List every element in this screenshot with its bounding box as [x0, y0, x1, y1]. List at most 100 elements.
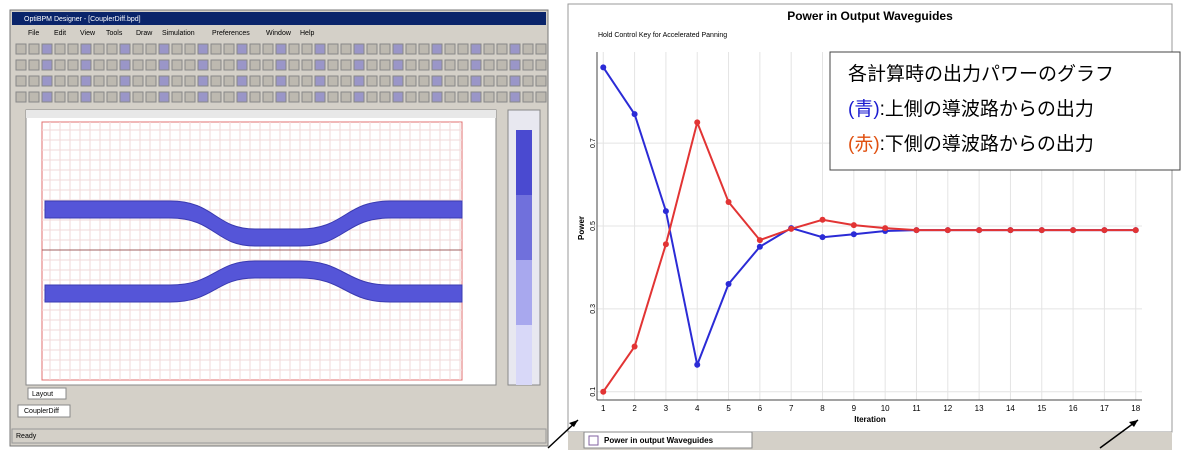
- tool-button[interactable]: [250, 92, 260, 102]
- tool-button[interactable]: [211, 76, 221, 86]
- tool-button[interactable]: [484, 60, 494, 70]
- tool-button[interactable]: [250, 76, 260, 86]
- tool-button[interactable]: [328, 60, 338, 70]
- tool-button[interactable]: [328, 76, 338, 86]
- tool-button[interactable]: [94, 92, 104, 102]
- tool-button[interactable]: [458, 44, 468, 54]
- tool-button[interactable]: [380, 92, 390, 102]
- tool-button[interactable]: [107, 44, 117, 54]
- tool-button[interactable]: [16, 60, 26, 70]
- tool-button[interactable]: [523, 92, 533, 102]
- tool-button[interactable]: [445, 60, 455, 70]
- tool-button[interactable]: [276, 76, 286, 86]
- tool-button[interactable]: [497, 44, 507, 54]
- tool-button[interactable]: [523, 60, 533, 70]
- tool-button[interactable]: [16, 92, 26, 102]
- tool-button[interactable]: [29, 44, 39, 54]
- tool-button[interactable]: [55, 76, 65, 86]
- tool-button[interactable]: [302, 44, 312, 54]
- tool-button[interactable]: [484, 44, 494, 54]
- tool-button[interactable]: [341, 76, 351, 86]
- tool-button[interactable]: [328, 44, 338, 54]
- tool-button[interactable]: [107, 76, 117, 86]
- tool-button[interactable]: [497, 92, 507, 102]
- tool-button[interactable]: [432, 76, 442, 86]
- tool-button[interactable]: [406, 92, 416, 102]
- tool-button[interactable]: [471, 60, 481, 70]
- tool-button[interactable]: [159, 76, 169, 86]
- tool-button[interactable]: [55, 92, 65, 102]
- tool-button[interactable]: [133, 44, 143, 54]
- tool-button[interactable]: [276, 92, 286, 102]
- tool-button[interactable]: [289, 44, 299, 54]
- tool-button[interactable]: [276, 44, 286, 54]
- tool-button[interactable]: [172, 92, 182, 102]
- tool-button[interactable]: [471, 44, 481, 54]
- menu-item[interactable]: View: [80, 30, 96, 37]
- tab-label[interactable]: Layout: [32, 391, 53, 398]
- tool-button[interactable]: [328, 92, 338, 102]
- tool-button[interactable]: [510, 76, 520, 86]
- tool-button[interactable]: [133, 60, 143, 70]
- tool-button[interactable]: [237, 76, 247, 86]
- tool-button[interactable]: [55, 60, 65, 70]
- tool-button[interactable]: [146, 92, 156, 102]
- tool-button[interactable]: [393, 60, 403, 70]
- tool-button[interactable]: [406, 76, 416, 86]
- tool-button[interactable]: [536, 44, 546, 54]
- menu-item[interactable]: Window: [266, 30, 292, 37]
- tool-button[interactable]: [224, 60, 234, 70]
- tool-button[interactable]: [263, 60, 273, 70]
- tool-button[interactable]: [29, 60, 39, 70]
- tool-button[interactable]: [380, 44, 390, 54]
- menu-item[interactable]: Edit: [54, 30, 66, 37]
- tool-button[interactable]: [198, 92, 208, 102]
- tool-button[interactable]: [497, 60, 507, 70]
- tool-button[interactable]: [237, 44, 247, 54]
- tool-button[interactable]: [419, 76, 429, 86]
- menu-item[interactable]: Simulation: [162, 30, 195, 37]
- tool-button[interactable]: [81, 76, 91, 86]
- tool-button[interactable]: [393, 44, 403, 54]
- tool-button[interactable]: [198, 76, 208, 86]
- tool-button[interactable]: [263, 92, 273, 102]
- tool-button[interactable]: [484, 76, 494, 86]
- tool-button[interactable]: [146, 76, 156, 86]
- tool-button[interactable]: [29, 76, 39, 86]
- tool-button[interactable]: [185, 44, 195, 54]
- tool-button[interactable]: [536, 60, 546, 70]
- tool-button[interactable]: [185, 92, 195, 102]
- tool-button[interactable]: [341, 60, 351, 70]
- tool-button[interactable]: [432, 44, 442, 54]
- tool-button[interactable]: [354, 60, 364, 70]
- tool-button[interactable]: [250, 60, 260, 70]
- tool-button[interactable]: [393, 92, 403, 102]
- tool-button[interactable]: [432, 92, 442, 102]
- tool-button[interactable]: [523, 76, 533, 86]
- tool-button[interactable]: [419, 44, 429, 54]
- tool-button[interactable]: [276, 60, 286, 70]
- tool-button[interactable]: [198, 44, 208, 54]
- tool-button[interactable]: [133, 76, 143, 86]
- tool-button[interactable]: [289, 92, 299, 102]
- tool-button[interactable]: [341, 92, 351, 102]
- tool-button[interactable]: [380, 76, 390, 86]
- tool-button[interactable]: [458, 76, 468, 86]
- tool-button[interactable]: [185, 76, 195, 86]
- tool-button[interactable]: [497, 76, 507, 86]
- tool-button[interactable]: [81, 60, 91, 70]
- tool-button[interactable]: [159, 44, 169, 54]
- tool-button[interactable]: [302, 60, 312, 70]
- tool-button[interactable]: [510, 92, 520, 102]
- tool-button[interactable]: [159, 92, 169, 102]
- tool-button[interactable]: [172, 44, 182, 54]
- tool-button[interactable]: [302, 92, 312, 102]
- tool-button[interactable]: [133, 92, 143, 102]
- tool-button[interactable]: [315, 92, 325, 102]
- tool-button[interactable]: [289, 60, 299, 70]
- tool-button[interactable]: [289, 76, 299, 86]
- tool-button[interactable]: [536, 92, 546, 102]
- menu-item[interactable]: File: [28, 30, 39, 37]
- tool-button[interactable]: [458, 92, 468, 102]
- tool-button[interactable]: [315, 44, 325, 54]
